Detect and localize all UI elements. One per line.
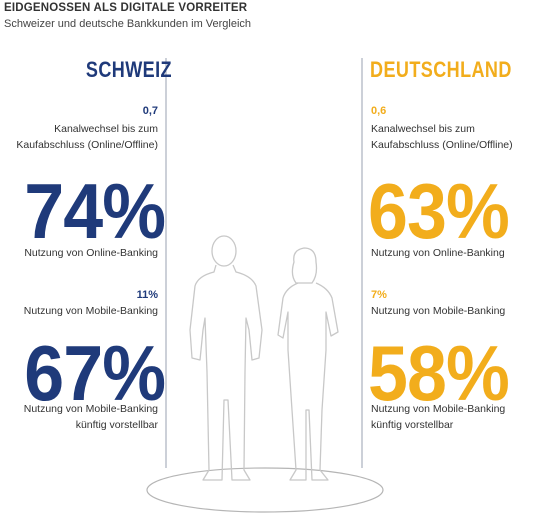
de-online-banking-value: 63%	[368, 167, 510, 255]
de-mobile-banking-label: Nutzung von Mobile-Banking	[371, 305, 506, 317]
ch-kanalwechsel-value: 0,7	[142, 105, 158, 117]
de-kanalwechsel-label-line1: Kanalwechsel bis zum	[371, 123, 475, 135]
de-mobile-future-label: Nutzung von Mobile-Banking künftig vorst…	[371, 401, 505, 433]
country-label-deutschland: DEUTSCHLAND	[370, 57, 512, 82]
ch-mobile-future-label-line2: künftig vorstellbar	[75, 419, 158, 431]
de-mobile-future-value: 58%	[368, 329, 510, 417]
de-mobile-banking-value: 7%	[371, 289, 387, 301]
man-silhouette-icon	[189, 235, 263, 481]
floor-ellipse	[146, 467, 384, 513]
woman-silhouette-icon	[277, 247, 339, 481]
ch-online-banking-label: Nutzung von Online-Banking	[24, 247, 158, 259]
de-mobile-future-label-line1: Nutzung von Mobile-Banking	[371, 403, 506, 415]
ch-mobile-future-label-line1: Nutzung von Mobile-Banking	[23, 403, 158, 415]
de-mobile-future-label-line2: künftig vorstellbar	[371, 419, 454, 431]
ch-kanalwechsel-label-line1: Kanalwechsel bis zum	[54, 123, 158, 135]
ch-online-banking-value: 74%	[24, 167, 166, 255]
ch-mobile-future-label: Nutzung von Mobile-Banking künftig vorst…	[24, 401, 158, 433]
chart-subtitle: Schweizer und deutsche Bankkunden im Ver…	[4, 18, 252, 30]
ch-mobile-banking-label: Nutzung von Mobile-Banking	[23, 305, 158, 317]
country-label-schweiz: SCHWEIZ	[85, 57, 172, 82]
chart-title: EIDGENOSSEN ALS DIGITALE VORREITER	[4, 2, 248, 14]
de-kanalwechsel-value: 0,6	[371, 105, 387, 117]
ch-mobile-future-value: 67%	[24, 329, 166, 417]
de-kanalwechsel-label: Kanalwechsel bis zum Kaufabschluss (Onli…	[371, 121, 513, 153]
de-kanalwechsel-label-line2: Kaufabschluss (Online/Offline)	[371, 139, 513, 151]
ch-kanalwechsel-label-line2: Kaufabschluss (Online/Offline)	[16, 139, 158, 151]
de-online-banking-label: Nutzung von Online-Banking	[371, 247, 505, 259]
ch-kanalwechsel-label: Kanalwechsel bis zum Kaufabschluss (Onli…	[16, 121, 158, 153]
ch-mobile-banking-value: 11%	[136, 289, 158, 301]
